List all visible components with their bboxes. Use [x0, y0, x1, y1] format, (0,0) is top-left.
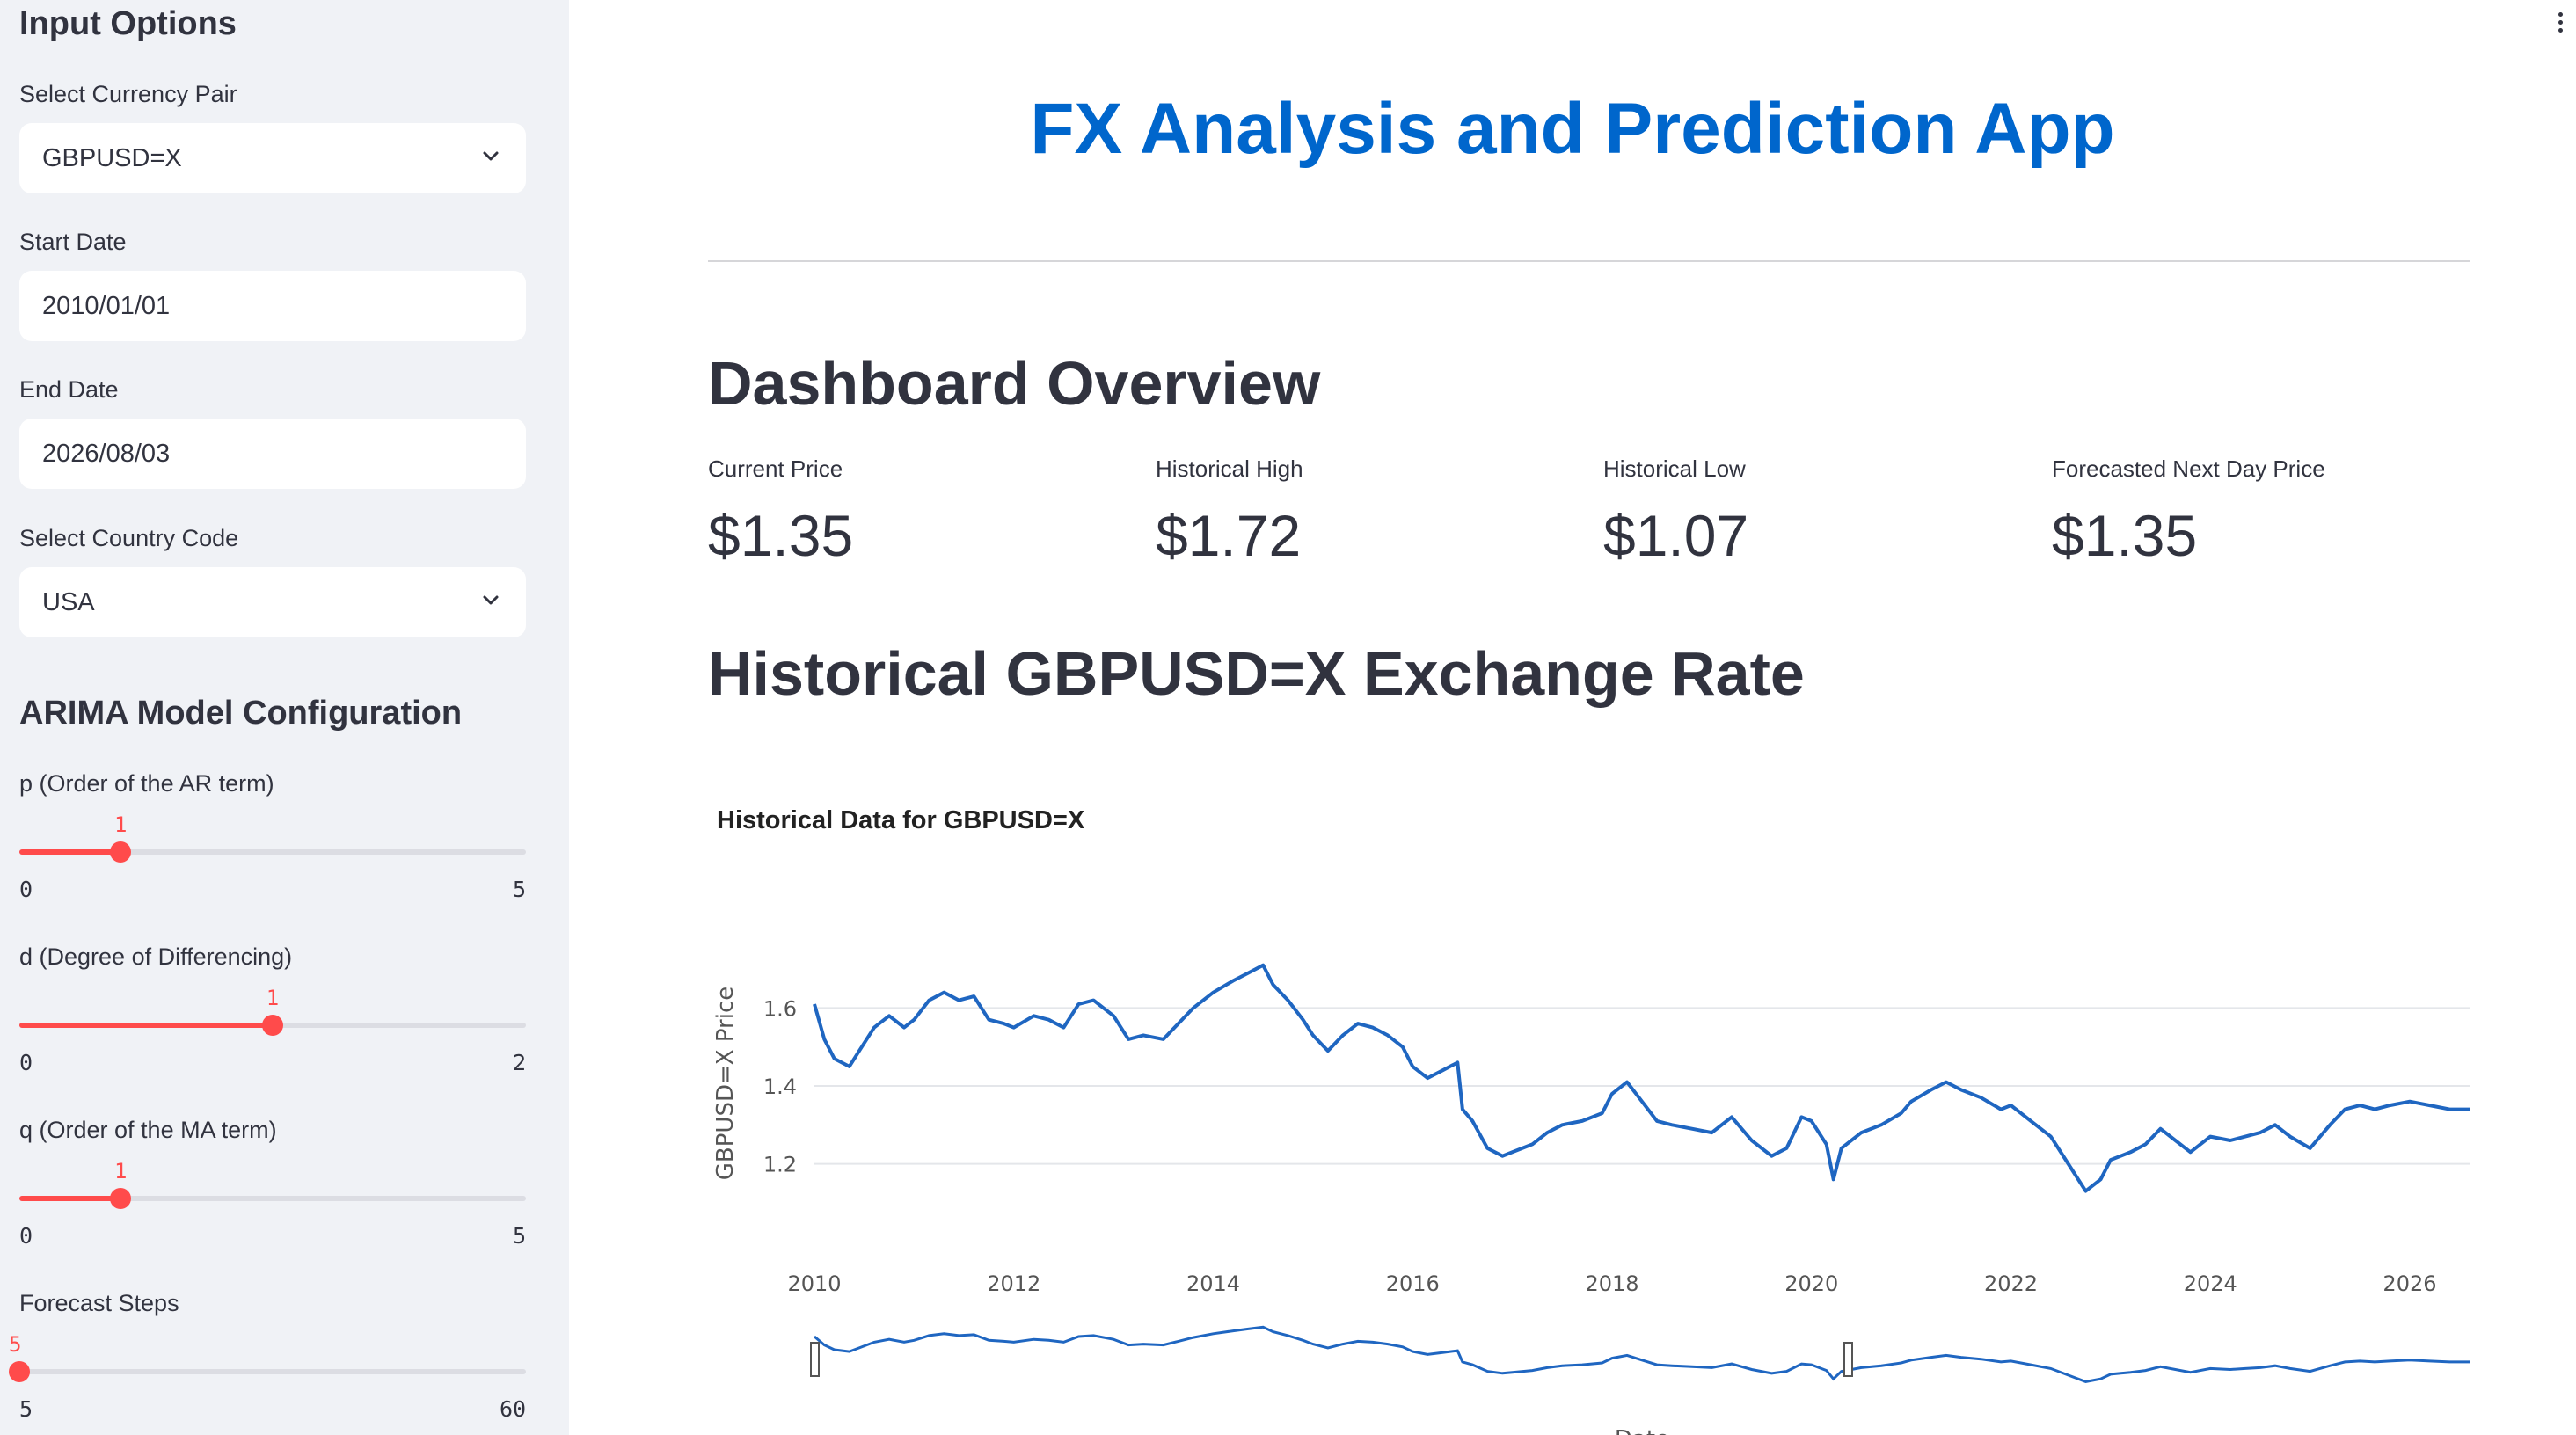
- price-chart[interactable]: Historical Data for GBPUSD=X 1.2 1.4 1.6 2…: [569, 0, 2576, 1435]
- country-code-label: Select Country Code: [19, 525, 239, 551]
- x-tick-label: 2018: [1585, 1271, 1638, 1296]
- y-tick-label: 1.4: [763, 1074, 797, 1099]
- x-tick-label: 2026: [2383, 1271, 2436, 1296]
- price-series-line: [813, 963, 2470, 1193]
- end-date-value: 2026/08/03: [42, 440, 171, 468]
- chevron-down-icon: [483, 151, 499, 161]
- end-date-label: End Date: [19, 376, 119, 403]
- sidebar: Input Options Select Currency Pair GBPUS…: [0, 0, 569, 1435]
- d-slider[interactable]: 1: [19, 986, 526, 1045]
- slider-value: 1: [113, 812, 128, 837]
- start-date-value: 2010/01/01: [42, 292, 171, 320]
- slider-min: 5: [19, 1396, 33, 1422]
- range-slider-left-handle[interactable]: [810, 1342, 820, 1377]
- x-axis-label: Date: [1615, 1426, 1669, 1435]
- metric-label: Current Price: [708, 455, 843, 482]
- sidebar-heading: Input Options: [19, 5, 237, 42]
- slider-fill: [19, 1023, 273, 1028]
- x-tick-label: 2014: [1186, 1271, 1240, 1296]
- slider-value: 5: [9, 1332, 22, 1357]
- main-content: FX Analysis and Prediction App Dashboard…: [569, 0, 2576, 1435]
- slider-max: 2: [513, 1050, 527, 1075]
- slider-fill: [19, 1196, 121, 1201]
- x-tick-label: 2010: [787, 1271, 841, 1296]
- currency-pair-label: Select Currency Pair: [19, 81, 237, 107]
- slider-min: 0: [19, 1050, 33, 1075]
- slider-thumb[interactable]: [110, 1188, 132, 1209]
- p-slider-label: p (Order of the AR term): [19, 770, 274, 797]
- slider-fill: [19, 849, 121, 855]
- x-tick-label: 2016: [1386, 1271, 1440, 1296]
- more-menu-icon[interactable]: [2557, 11, 2564, 35]
- y-tick-label: 1.6: [763, 996, 797, 1021]
- d-slider-label: d (Degree of Differencing): [19, 943, 293, 970]
- country-code-value: USA: [42, 588, 95, 616]
- start-date-label: Start Date: [19, 229, 127, 255]
- slider-min: 0: [19, 1223, 33, 1249]
- metric-forecasted-next-day: Forecasted Next Day Price $1.35: [2052, 455, 2492, 569]
- range-slider-right-handle[interactable]: [1843, 1342, 1853, 1377]
- currency-pair-select[interactable]: GBPUSD=X: [19, 123, 526, 193]
- currency-pair-value: GBPUSD=X: [42, 144, 182, 172]
- slider-value: 1: [113, 1159, 128, 1184]
- page-title: FX Analysis and Prediction App: [1030, 89, 2115, 169]
- x-tick-label: 2020: [1784, 1271, 1838, 1296]
- y-axis-label: GBPUSD=X Price: [712, 987, 739, 1181]
- metric-current-price: Current Price $1.35: [708, 455, 1148, 569]
- slider-track: [19, 1369, 526, 1374]
- slider-value: 1: [266, 986, 280, 1010]
- q-slider-label: q (Order of the MA term): [19, 1117, 277, 1143]
- slider-min: 0: [19, 877, 33, 902]
- range-slider-series-line: [814, 1325, 2470, 1383]
- slider-thumb[interactable]: [9, 1361, 30, 1382]
- metric-historical-low: Historical Low $1.07: [1603, 455, 2043, 569]
- x-tick-label: 2012: [987, 1271, 1040, 1296]
- divider: [708, 260, 2470, 262]
- slider-thumb[interactable]: [262, 1015, 283, 1036]
- q-slider[interactable]: 1: [19, 1159, 526, 1219]
- end-date-input[interactable]: 2026/08/03: [19, 419, 526, 489]
- slider-track: [19, 1196, 526, 1201]
- slider-max: 5: [513, 1223, 527, 1249]
- overview-heading: Dashboard Overview: [708, 349, 1321, 418]
- metric-label: Forecasted Next Day Price: [2052, 455, 2325, 482]
- slider-max: 60: [500, 1396, 527, 1422]
- metric-historical-high: Historical High $1.72: [1156, 455, 1595, 569]
- country-code-select[interactable]: USA: [19, 567, 526, 637]
- slider-track: [19, 849, 526, 855]
- chart-title: Historical Data for GBPUSD=X: [717, 806, 1085, 834]
- p-slider[interactable]: 1: [19, 812, 526, 872]
- x-tick-label: 2024: [2184, 1271, 2237, 1296]
- forecast-steps-slider[interactable]: 5: [9, 1332, 526, 1392]
- slider-thumb[interactable]: [110, 841, 132, 863]
- range-slider[interactable]: [810, 1325, 2470, 1383]
- x-tick-label: 2022: [1984, 1271, 2038, 1296]
- forecast-steps-label: Forecast Steps: [19, 1290, 179, 1316]
- metric-value: $1.07: [1603, 503, 1749, 568]
- chevron-down-icon: [483, 595, 499, 605]
- metric-value: $1.72: [1156, 503, 1302, 568]
- y-tick-label: 1.2: [763, 1153, 797, 1177]
- metric-value: $1.35: [2052, 503, 2198, 568]
- slider-max: 5: [513, 877, 527, 902]
- metric-label: Historical High: [1156, 455, 1303, 482]
- metric-value: $1.35: [708, 503, 854, 568]
- arima-heading: ARIMA Model Configuration: [19, 695, 463, 732]
- start-date-input[interactable]: 2010/01/01: [19, 271, 526, 341]
- metric-label: Historical Low: [1603, 455, 1746, 482]
- history-heading: Historical GBPUSD=X Exchange Rate: [708, 639, 1805, 708]
